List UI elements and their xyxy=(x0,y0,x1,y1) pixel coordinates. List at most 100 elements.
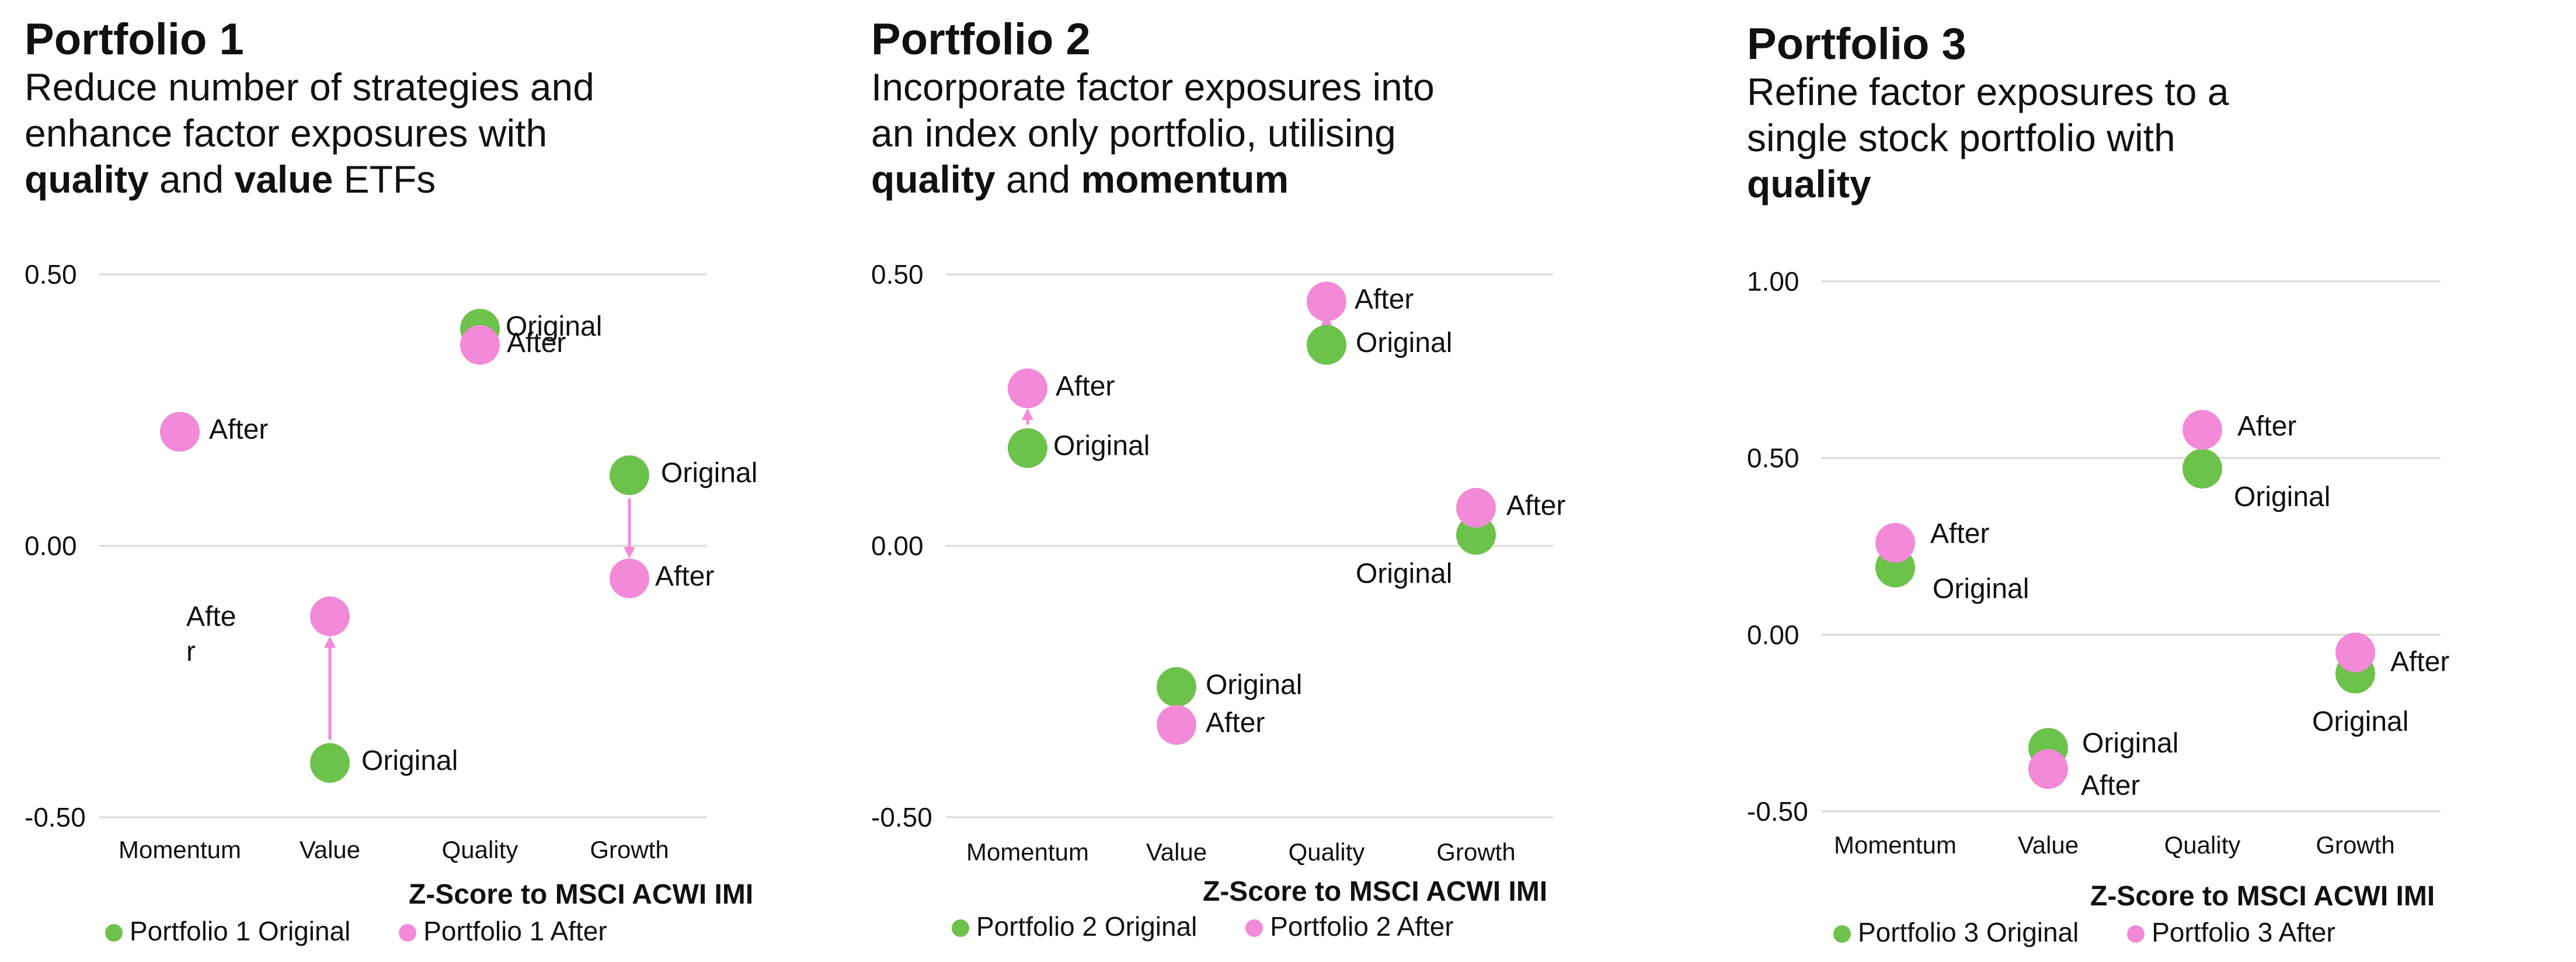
subtitle-text: Incorporate factor exposures into xyxy=(871,65,1435,109)
point-label: r xyxy=(186,636,196,667)
legend-item-after: Portfolio 2 After xyxy=(1245,911,1454,942)
legend-item-original: Portfolio 2 Original xyxy=(952,911,1197,942)
point-label: After xyxy=(1056,371,1115,402)
x-tick-label: Growth xyxy=(2316,831,2394,859)
point-label: After xyxy=(1355,284,1414,315)
point-label: Original xyxy=(506,311,602,342)
after-point xyxy=(2028,749,2068,789)
after-point xyxy=(610,558,649,598)
y-tick-label: 0.50 xyxy=(25,259,77,290)
legend-item-after: Portfolio 3 After xyxy=(2127,916,2335,948)
subtitle-text: and xyxy=(995,158,1081,201)
subtitle-emphasis: quality xyxy=(1747,162,1871,205)
legend-label-after: Portfolio 2 After xyxy=(1270,911,1454,942)
point-label: After xyxy=(1506,490,1565,521)
panel-subtitle: Refine factor exposures to a single stock… xyxy=(1747,69,2229,207)
after-point xyxy=(1307,281,1346,322)
x-tick-label: Value xyxy=(300,836,360,863)
y-tick-label: -0.50 xyxy=(871,802,932,832)
point-label: Afte xyxy=(186,601,236,632)
original-point xyxy=(1157,667,1196,707)
after-point xyxy=(2182,410,2222,450)
x-tick-label: Quality xyxy=(442,836,518,863)
subtitle-text: single stock portfolio with xyxy=(1747,116,2175,159)
subtitle-text: enhance factor exposures with xyxy=(25,111,548,155)
y-tick-label: -0.50 xyxy=(1747,796,1808,827)
y-tick-label: -0.50 xyxy=(25,802,86,832)
original-point xyxy=(310,743,350,783)
legend: Portfolio 1 Original Portfolio 1 After xyxy=(105,915,648,947)
point-label: Original xyxy=(2234,482,2330,513)
panel-subtitle: Reduce number of strategies and enhance f… xyxy=(25,64,594,203)
point-label: Original xyxy=(1356,558,1452,589)
original-point xyxy=(1307,325,1346,365)
legend-label-after: Portfolio 1 After xyxy=(423,916,607,946)
point-label: After xyxy=(2390,647,2449,678)
panel-title: Portfolio 1 xyxy=(25,15,244,64)
legend-item-original: Portfolio 1 Original xyxy=(105,915,350,947)
panel-portfolio-1: Portfolio 1 Reduce number of strategies … xyxy=(0,0,817,962)
subtitle-emphasis: quality xyxy=(871,158,995,201)
point-label: Original xyxy=(1206,670,1302,700)
legend-label-original: Portfolio 1 Original xyxy=(130,916,351,946)
legend-dot-original xyxy=(105,924,123,942)
point-label: Original xyxy=(2312,706,2408,737)
legend-label-original: Portfolio 2 Original xyxy=(976,911,1198,942)
x-tick-label: Value xyxy=(1146,838,1207,866)
legend-dot-after xyxy=(399,924,417,942)
subtitle-emphasis: value xyxy=(234,158,333,201)
after-point xyxy=(1456,487,1496,528)
point-label: After xyxy=(2081,770,2140,801)
after-point xyxy=(1008,368,1047,409)
original-point xyxy=(1456,515,1496,555)
legend: Portfolio 3 Original Portfolio 3 After xyxy=(1833,916,2376,948)
x-tick-label: Growth xyxy=(1436,838,1515,866)
point-label: After xyxy=(1206,707,1265,738)
x-axis-caption: Z-Score to MSCI ACWI IMI xyxy=(2090,881,2435,912)
point-label: Original xyxy=(661,458,757,489)
legend-label-original: Portfolio 3 Original xyxy=(1858,917,2079,947)
original-point xyxy=(1008,428,1047,468)
panel-portfolio-3: Portfolio 3 Refine factor exposures to a… xyxy=(1722,0,2563,962)
point-label: After xyxy=(1930,518,1989,549)
point-label: Original xyxy=(1933,573,2029,604)
x-tick-label: Value xyxy=(2018,831,2079,859)
after-point xyxy=(2335,632,2375,672)
y-tick-label: 0.50 xyxy=(871,259,924,290)
subtitle-text: ETFs xyxy=(333,158,436,201)
x-axis-caption: Z-Score to MSCI ACWI IMI xyxy=(1203,876,1548,907)
scatter-chart: 0.50 0.00 -0.50 Momentum Value Quality Growth O… xyxy=(871,259,1565,866)
panel-portfolio-2: Portfolio 2 Incorporate factor exposures… xyxy=(847,0,1664,962)
original-point xyxy=(610,455,649,496)
subtitle-text: Reduce number of strategies and xyxy=(25,65,594,109)
point-label: After xyxy=(507,327,566,358)
scatter-chart: 1.00 0.50 0.00 -0.50 Momentum Value Quality Gro… xyxy=(1747,266,2449,859)
legend-item-original: Portfolio 3 Original xyxy=(1833,916,2079,948)
y-tick-label: 0.50 xyxy=(1747,443,1799,473)
x-tick-label: Momentum xyxy=(1834,831,1957,859)
x-tick-label: Momentum xyxy=(966,838,1089,866)
y-tick-label: 0.00 xyxy=(1747,619,1799,650)
legend: Portfolio 2 Original Portfolio 2 After xyxy=(952,911,1495,942)
scatter-chart: 0.50 0.00 -0.50 Momentum Value Quality Growth A… xyxy=(25,259,757,863)
legend-label-after: Portfolio 3 After xyxy=(2152,917,2335,947)
original-point xyxy=(2182,448,2222,489)
point-label: After xyxy=(2237,411,2296,442)
subtitle-text: an index only portfolio, utilising xyxy=(871,111,1396,155)
x-axis-caption: Z-Score to MSCI ACWI IMI xyxy=(409,879,754,910)
x-tick-label: Quality xyxy=(1289,838,1365,866)
x-tick-label: Growth xyxy=(590,836,669,863)
point-label: Original xyxy=(1053,431,1150,462)
y-tick-label: 0.00 xyxy=(25,531,77,561)
subtitle-text: and xyxy=(148,158,235,201)
after-point xyxy=(460,325,500,365)
legend-dot-original xyxy=(952,919,969,937)
subtitle-emphasis: quality xyxy=(25,158,149,201)
legend-dot-original xyxy=(1833,925,1851,943)
point-label: Original xyxy=(361,745,458,776)
panel-subtitle: Incorporate factor exposures into an inde… xyxy=(871,64,1435,203)
subtitle-emphasis: momentum xyxy=(1081,158,1289,201)
y-tick-label: 0.00 xyxy=(871,531,924,561)
panel-title: Portfolio 2 xyxy=(871,15,1091,64)
legend-item-after: Portfolio 1 After xyxy=(399,915,607,947)
